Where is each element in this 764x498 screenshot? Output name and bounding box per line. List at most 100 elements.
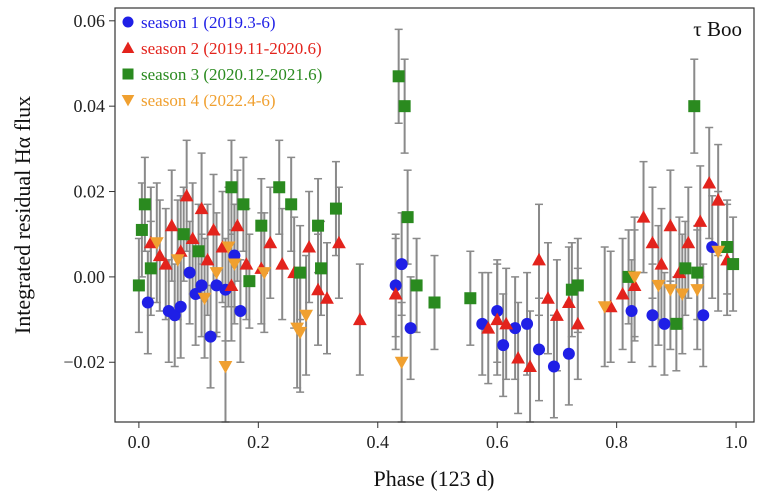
point-s4-3: [197, 292, 212, 306]
point-s3-21: [428, 296, 441, 309]
point-s4-13: [597, 301, 612, 314]
point-s2-28: [511, 351, 526, 364]
point-s1-11: [228, 249, 241, 262]
point-s1-25: [646, 309, 659, 322]
point-s2-37: [627, 278, 642, 291]
y-axis-label: Integrated residual Hα flux: [10, 96, 35, 334]
point-s2-11: [215, 240, 230, 253]
point-s2-6: [179, 188, 194, 202]
point-s4-18: [690, 284, 705, 297]
point-s2-46: [711, 193, 726, 206]
point-s2-25: [481, 321, 496, 334]
point-s3-3: [138, 198, 151, 211]
point-s1-12: [234, 305, 247, 318]
point-s2-4: [164, 218, 179, 232]
point-s4-11: [299, 309, 314, 323]
point-s1-18: [497, 339, 510, 352]
point-s3-4: [144, 262, 157, 275]
point-s4-6: [221, 241, 236, 254]
point-s4-4: [209, 267, 224, 280]
point-s2-5: [173, 244, 188, 257]
point-s4-5: [218, 360, 233, 374]
point-s3-17: [392, 70, 405, 83]
point-s2-22: [332, 235, 346, 249]
point-s2-40: [654, 257, 669, 270]
point-s1-3: [168, 309, 181, 322]
point-s2-19: [302, 240, 316, 253]
point-s2-43: [681, 235, 696, 249]
legend: season 1 (2019.3-6) season 2 (2019.11-202…: [121, 13, 322, 110]
point-s4-16: [663, 284, 678, 297]
point-s2-45: [702, 176, 717, 189]
legend-entry-2: season 2 (2019.11-2020.6): [121, 39, 322, 58]
point-s4-1: [149, 237, 164, 250]
point-s2-36: [615, 287, 630, 300]
point-s4-14: [627, 271, 642, 284]
point-s1-27: [697, 309, 710, 322]
point-s2-8: [194, 201, 209, 215]
point-s2-41: [663, 218, 678, 232]
point-s1-26: [658, 317, 671, 330]
point-s3-2: [135, 223, 148, 236]
point-s2-3: [158, 257, 173, 270]
x-tick-label: 0.8: [605, 432, 628, 452]
x-axis-label: Phase (123 d): [374, 466, 495, 491]
point-s2-16: [263, 235, 278, 249]
point-s1-21: [533, 343, 546, 356]
point-s2-1: [143, 235, 158, 249]
point-s3-9: [243, 275, 256, 288]
point-layer: [132, 70, 740, 374]
legend-label: season 4 (2022.4-6): [141, 91, 276, 110]
point-s2-20: [311, 282, 325, 296]
legend-entry-3: season 3 (2020.12-2021.6): [122, 65, 322, 84]
point-s3-13: [294, 266, 307, 279]
point-s3-22: [464, 292, 477, 305]
point-s1-5: [183, 266, 196, 279]
point-s1-1: [141, 296, 154, 309]
point-s2-14: [239, 257, 254, 270]
point-s4-19: [711, 245, 726, 259]
legend-label: season 2 (2019.11-2020.6): [141, 39, 322, 58]
point-s2-30: [532, 252, 546, 266]
point-s2-26: [490, 312, 505, 326]
point-s1-6: [189, 287, 202, 300]
point-s3-1: [132, 279, 145, 292]
point-s3-19: [401, 211, 414, 224]
point-s3-27: [679, 262, 692, 275]
point-s4-8: [257, 267, 272, 280]
point-s2-24: [388, 287, 403, 300]
legend-marker: [121, 94, 135, 107]
y-tick-label: 0.00: [74, 267, 106, 287]
point-s1-9: [210, 279, 223, 292]
x-tick-label: 0.4: [367, 432, 390, 452]
point-s1-13: [389, 279, 402, 292]
point-s4-15: [651, 279, 666, 293]
x-tick-label: 0.2: [247, 432, 270, 452]
point-s3-6: [192, 245, 205, 258]
point-s1-15: [404, 322, 417, 335]
star-label: τ Boo: [693, 17, 742, 41]
point-s3-11: [273, 181, 286, 194]
point-s4-17: [675, 288, 690, 301]
point-s2-33: [561, 295, 576, 309]
point-s1-22: [547, 360, 560, 373]
point-s4-10: [293, 326, 308, 340]
point-s2-12: [224, 278, 239, 291]
point-s1-14: [395, 258, 408, 271]
y-tick-label: 0.06: [74, 11, 106, 31]
point-s3-18: [398, 100, 411, 113]
point-s3-5: [177, 228, 190, 241]
x-tick-label: 1.0: [725, 432, 748, 452]
point-s3-15: [315, 262, 328, 275]
point-s2-17: [275, 257, 290, 270]
point-s2-9: [200, 252, 215, 266]
x-tick-label: 0.0: [128, 432, 151, 452]
point-s1-19: [509, 322, 522, 335]
point-s3-12: [285, 198, 298, 211]
point-s1-4: [174, 300, 187, 313]
y-tick-label: 0.02: [74, 182, 106, 202]
point-s1-24: [625, 305, 638, 318]
point-s2-27: [499, 316, 514, 330]
legend-marker: [122, 16, 134, 28]
point-s3-24: [571, 279, 584, 292]
